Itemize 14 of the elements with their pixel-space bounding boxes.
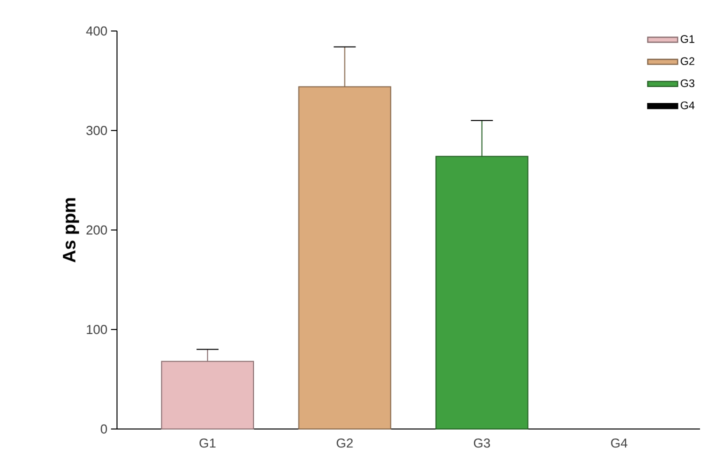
y-tick-label: 400 [86, 26, 107, 36]
x-tick-label: G4 [611, 438, 628, 448]
y-tick-label: 200 [86, 225, 107, 235]
y-tick-label: 100 [86, 324, 107, 334]
legend-label: G4 [680, 101, 694, 110]
legend-label: G2 [680, 57, 694, 66]
y-tick-label: 0 [100, 424, 107, 434]
legend-label: G1 [680, 35, 694, 43]
y-axis-title: As ppm [62, 198, 80, 262]
x-tick-label: G3 [474, 438, 490, 448]
x-tick-label: G2 [336, 438, 353, 448]
legend-label: G3 [680, 79, 694, 88]
y-tick-label: 300 [86, 126, 107, 136]
x-tick-label: G1 [200, 438, 216, 448]
